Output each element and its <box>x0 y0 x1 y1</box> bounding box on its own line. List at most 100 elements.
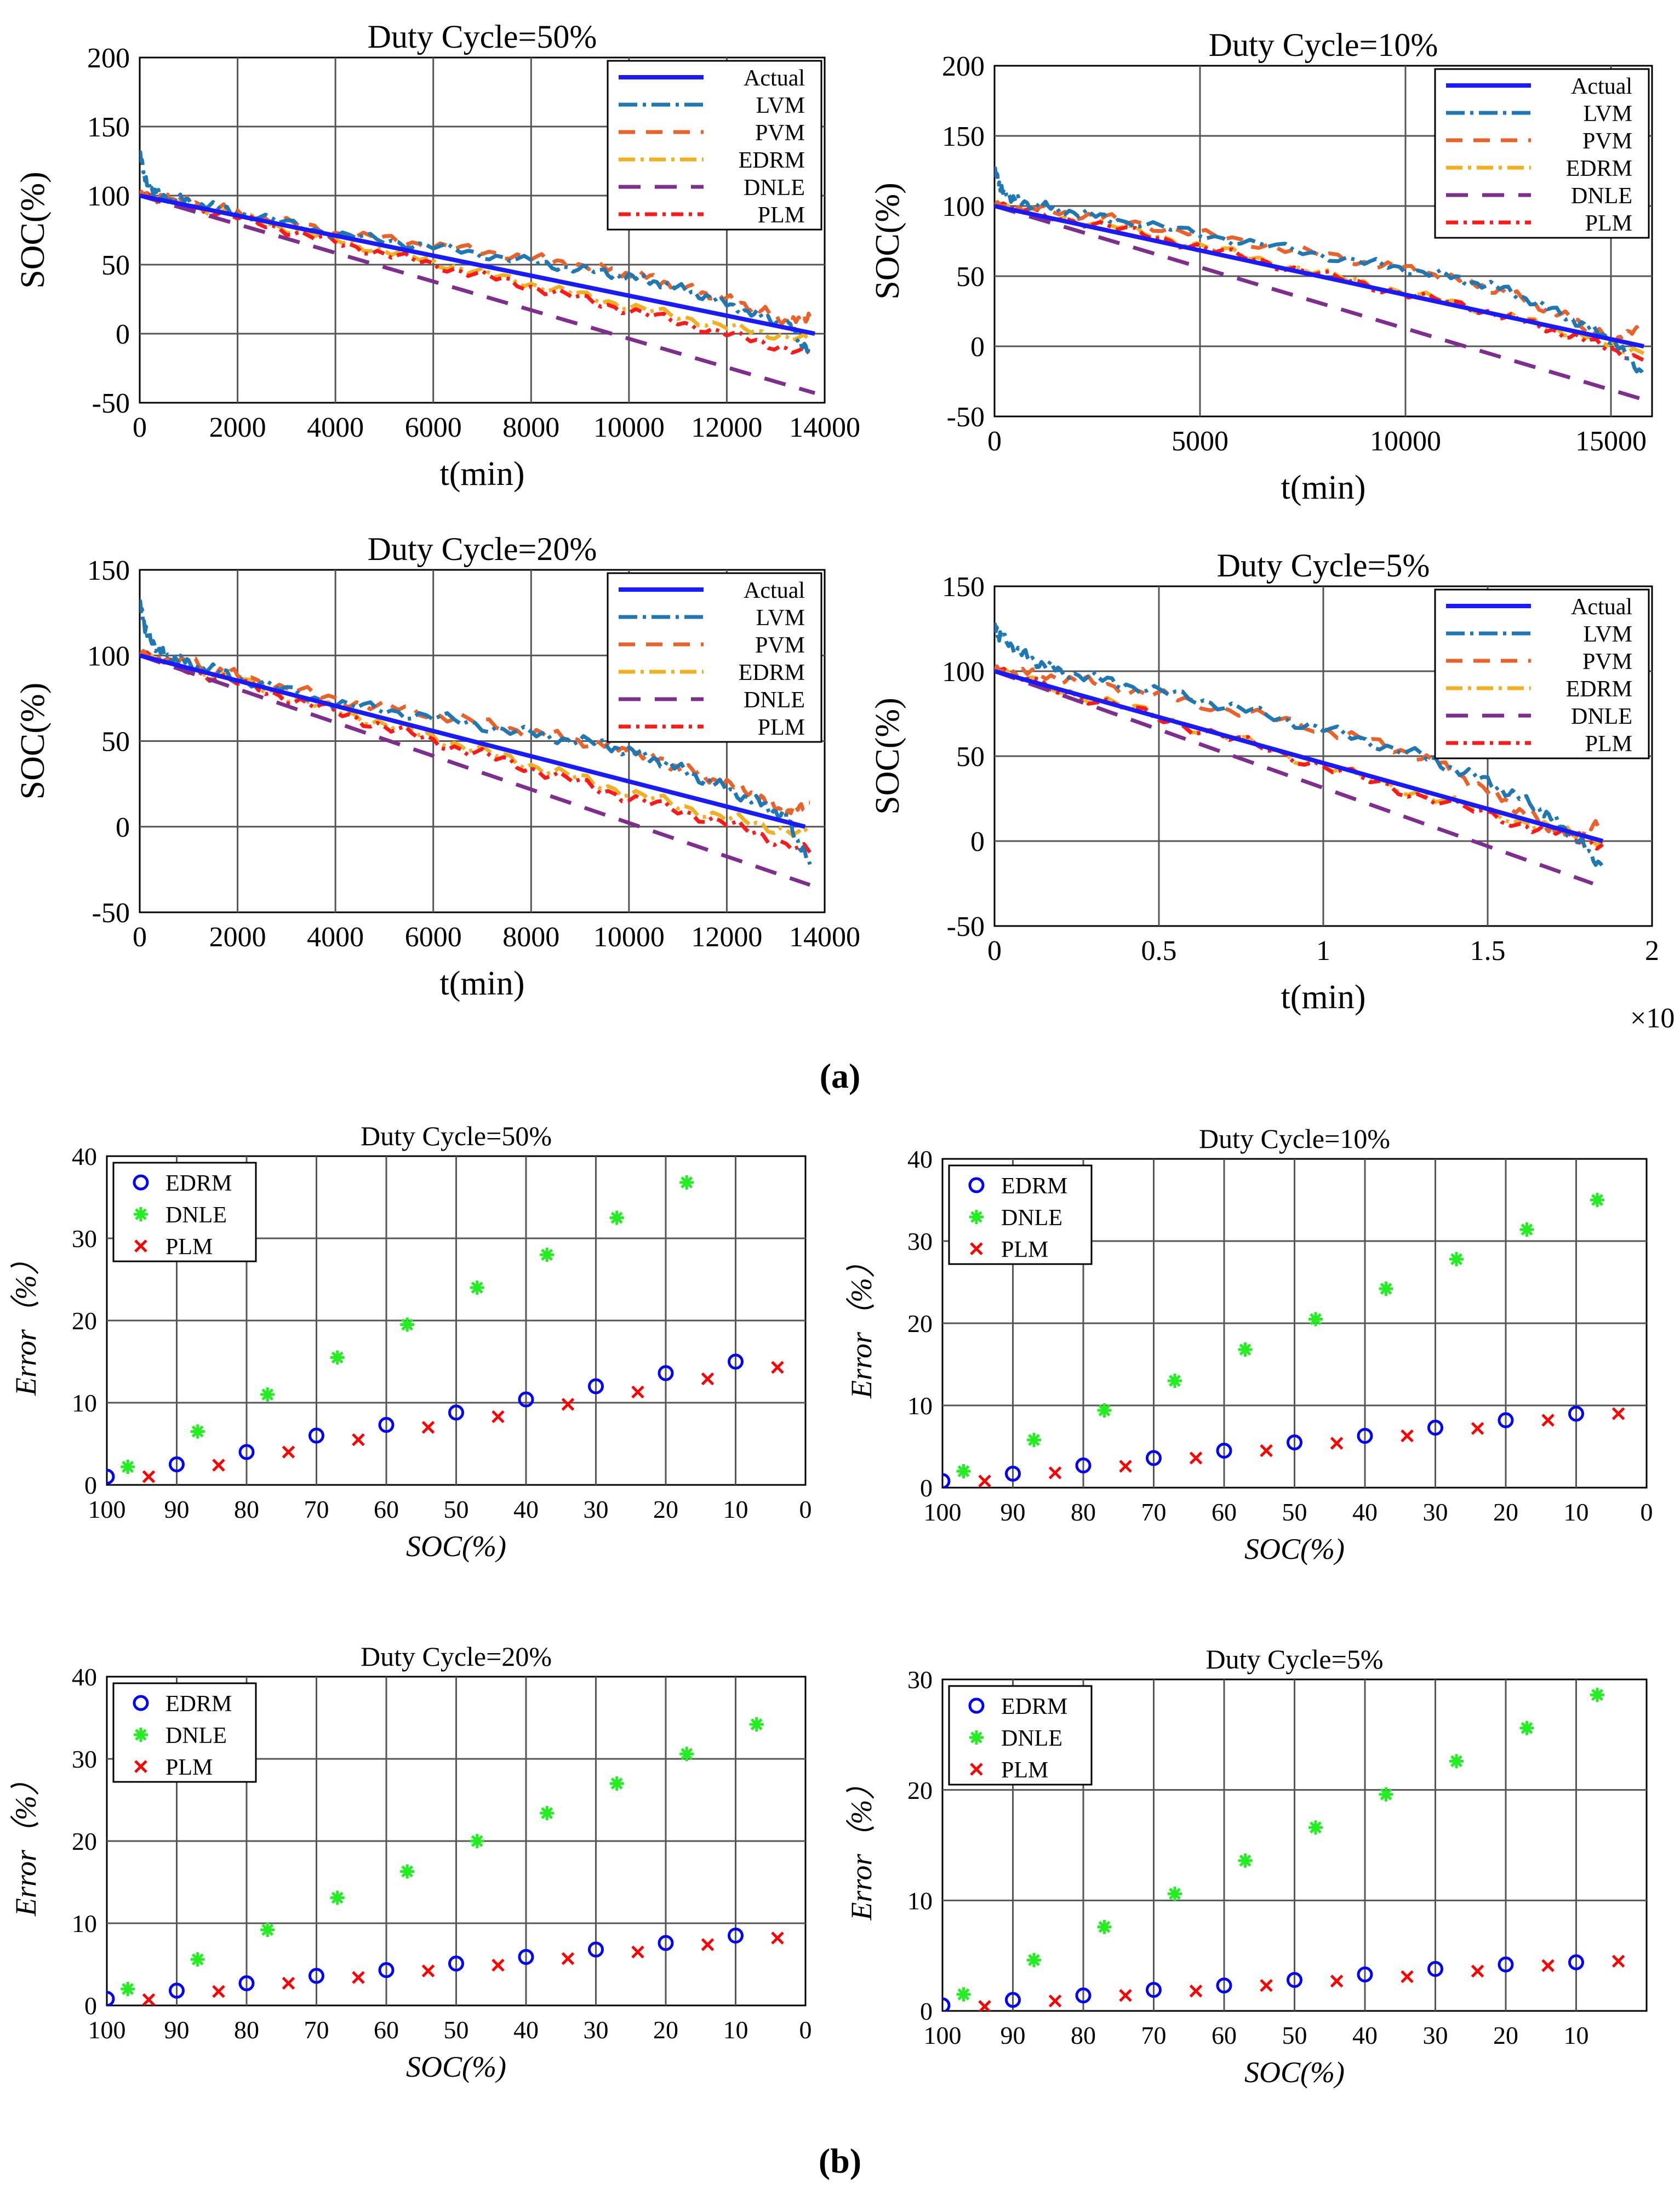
y-tick-label: -50 <box>947 911 985 942</box>
marker-dnle <box>190 1424 205 1439</box>
legend-label-edrm: EDRM <box>165 1171 232 1196</box>
y-tick-label: 150 <box>87 112 130 143</box>
marker-edrm <box>1498 1956 1514 1973</box>
marker-dnle <box>1449 1252 1464 1266</box>
y-tick-label: 0 <box>116 812 130 843</box>
x-tick-label: 8000 <box>502 922 559 953</box>
legend-box <box>607 60 822 231</box>
chart-title: Duty Cycle=50% <box>368 19 597 55</box>
marker-plm <box>282 1445 295 1459</box>
series-line-actual <box>140 193 815 336</box>
marker-dnle <box>260 1923 275 1937</box>
series-group <box>107 1175 784 1485</box>
y-tick-label: 10 <box>907 1887 933 1914</box>
legend-box <box>607 572 822 743</box>
marker-dnle <box>679 1747 694 1761</box>
marker-edrm <box>238 1975 255 1991</box>
marker-dnle <box>1168 1887 1182 1901</box>
marker-dnle <box>956 1987 971 2002</box>
marker-edrm <box>1287 1972 1302 1988</box>
marker-dnle <box>1519 1222 1534 1237</box>
y-tick-label: 0 <box>970 332 985 363</box>
x-tick-label: 40 <box>1352 1498 1378 1526</box>
marker-edrm <box>308 1427 324 1444</box>
x-tick-label: 10000 <box>593 412 665 443</box>
x-tick-label: 70 <box>1141 2021 1167 2049</box>
y-tick-label: 40 <box>72 1663 97 1691</box>
series-group <box>942 1193 1625 1488</box>
marker-plm <box>352 1433 365 1447</box>
x-tick-label: 10 <box>1564 2021 1589 2049</box>
marker-plm <box>142 1470 156 1483</box>
marker-plm <box>1612 1954 1625 1968</box>
y-tick-label: 30 <box>72 1225 97 1253</box>
legend-swatch-edrm <box>133 1174 149 1191</box>
x-tick-label: 6000 <box>405 922 462 953</box>
y-tick-label: 10 <box>72 1389 97 1417</box>
y-tick-label: 100 <box>87 181 130 212</box>
marker-plm <box>978 1474 991 1488</box>
legend-label-pvm: PVM <box>755 121 805 146</box>
legend-label-dnle: DNLE <box>744 175 805 201</box>
series-group <box>995 166 1646 402</box>
series-line-plm <box>995 667 1604 851</box>
marker-edrm <box>1216 1977 1232 1994</box>
y-tick-label: 50 <box>956 261 985 293</box>
marker-edrm <box>308 1968 324 1984</box>
x-tick-label: 40 <box>513 2016 539 2044</box>
marker-dnle <box>1238 1342 1253 1357</box>
y-tick-label: 50 <box>956 741 985 773</box>
x-tick-label: 30 <box>1423 1498 1448 1526</box>
legend-label-edrm: EDRM <box>1001 1174 1067 1199</box>
marker-plm <box>492 1958 505 1972</box>
marker-plm <box>212 1459 225 1472</box>
marker-edrm <box>942 1997 951 2011</box>
x-tick-label: 30 <box>584 1495 609 1523</box>
x-axis-label: SOC(%) <box>406 1530 506 1563</box>
marker-plm <box>631 1385 644 1399</box>
legend-swatch-plm <box>970 1763 983 1776</box>
series-line-pvm <box>995 200 1646 344</box>
series-line-lvm <box>995 622 1604 868</box>
x-tick-label: 70 <box>1141 1498 1167 1526</box>
marker-edrm <box>169 1982 185 1999</box>
y-tick-label: 150 <box>87 555 130 586</box>
legend-label-dnle: DNLE <box>744 688 805 713</box>
marker-edrm <box>728 1353 744 1370</box>
marker-dnle <box>1097 1919 1112 1934</box>
marker-dnle <box>121 1982 135 1996</box>
x-axis-label: t(min) <box>440 965 525 1002</box>
marker-edrm <box>1146 1450 1162 1466</box>
series-line-lvm <box>140 150 812 356</box>
y-axis-label: Error（%） <box>9 1766 42 1917</box>
legend-label-dnle: DNLE <box>1571 704 1632 729</box>
legend-swatch-dnle <box>134 1728 148 1742</box>
marker-plm <box>1401 1429 1414 1443</box>
marker-dnle <box>540 1248 555 1262</box>
legend-label-actual: Actual <box>744 578 805 603</box>
legend-swatch-edrm <box>133 1695 149 1711</box>
legend-swatch-dnle <box>969 1730 984 1745</box>
x-tick-label: 1.5 <box>1470 935 1506 967</box>
x-tick-label: 40 <box>513 1495 539 1523</box>
y-tick-label: 50 <box>101 727 130 758</box>
x-tick-label: 0 <box>1641 1498 1653 1526</box>
marker-plm <box>1541 1414 1555 1427</box>
marker-dnle <box>1379 1282 1393 1296</box>
y-tick-label: -50 <box>92 898 130 929</box>
series-line-lvm <box>140 599 812 865</box>
series-line-dnle <box>140 653 811 887</box>
x-axis-label: t(min) <box>1281 469 1366 506</box>
x-tick-label: 0 <box>987 935 1002 967</box>
x-tick-label: 14000 <box>789 922 860 953</box>
x-axis-multiplier: ×10 <box>1630 1003 1675 1034</box>
y-tick-label: 200 <box>87 43 130 74</box>
x-tick-label: 40 <box>1352 2021 1378 2049</box>
legend-swatch-edrm <box>968 1698 985 1714</box>
marker-edrm <box>518 1949 534 1965</box>
legend-label-plm: PLM <box>1585 731 1632 757</box>
chart-title: Duty Cycle=50% <box>361 1121 552 1151</box>
x-tick-label: 20 <box>1493 1498 1518 1526</box>
marker-plm <box>701 1938 715 1951</box>
